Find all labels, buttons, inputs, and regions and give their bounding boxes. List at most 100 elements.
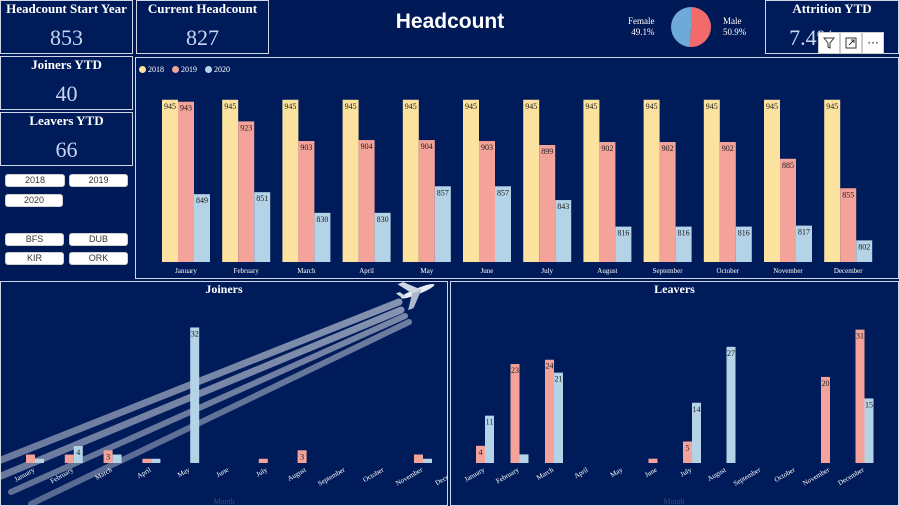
data-label: 945: [826, 102, 838, 111]
bar-2019-june[interactable]: [648, 458, 658, 463]
data-label: 943: [180, 104, 192, 113]
more-options-icon[interactable]: ···: [862, 32, 884, 54]
bar-2019-april[interactable]: [142, 458, 152, 463]
bar-2020-february[interactable]: [254, 192, 271, 262]
kpi-leavers-ytd: Leavers YTD 66: [0, 112, 133, 166]
bar-2018-january[interactable]: [162, 99, 178, 262]
bar-2019-january[interactable]: [26, 454, 35, 463]
bar-2020-september[interactable]: [675, 226, 692, 262]
data-label: 32: [191, 329, 199, 338]
bar-2019-may[interactable]: [418, 140, 435, 262]
bar-2018-august[interactable]: [583, 99, 600, 262]
bar-2020-february[interactable]: [519, 454, 529, 463]
bar-2020-july[interactable]: [555, 200, 572, 262]
pie-slice-male[interactable]: [689, 7, 711, 47]
bar-2019-june[interactable]: [479, 141, 495, 262]
bar-2018-april[interactable]: [342, 99, 359, 262]
bar-2020-april[interactable]: [151, 458, 161, 463]
bar-2019-april[interactable]: [358, 140, 375, 262]
bar-2019-november[interactable]: [821, 376, 830, 463]
legend-item-2018[interactable]: 2018: [139, 65, 164, 74]
bar-2018-february[interactable]: [222, 99, 239, 262]
kpi-title: Current Headcount: [147, 1, 258, 16]
joiners-chart-panel: [0, 281, 448, 506]
bar-2018-june[interactable]: [463, 99, 479, 262]
bar-2020-january[interactable]: [485, 415, 494, 463]
bar-2018-may[interactable]: [402, 99, 419, 262]
bar-2020-august[interactable]: [615, 226, 632, 262]
bar-2020-december[interactable]: [864, 398, 874, 463]
data-label: 855: [842, 190, 854, 199]
bar-2019-march[interactable]: [545, 359, 554, 463]
bar-2019-february[interactable]: [238, 121, 255, 262]
bar-2019-january[interactable]: [476, 445, 485, 463]
kpi-title: Joiners YTD: [31, 57, 102, 72]
slicer-year-2018[interactable]: 2018: [5, 174, 65, 187]
slicer-site-ork[interactable]: ORK: [69, 252, 128, 265]
filter-icon[interactable]: [818, 32, 840, 54]
gender-pie-chart[interactable]: [670, 6, 712, 48]
bar-2019-december[interactable]: [855, 329, 865, 463]
bar-2019-december[interactable]: [840, 188, 857, 262]
bar-2020-january[interactable]: [35, 458, 44, 463]
bar-2020-may[interactable]: [434, 186, 451, 262]
bar-2020-august[interactable]: [726, 346, 736, 463]
slicer-site-kir[interactable]: KIR: [5, 252, 64, 265]
bar-2019-november[interactable]: [414, 454, 423, 463]
bar-2019-march[interactable]: [298, 141, 315, 262]
leavers-chart-title: Leavers: [654, 282, 695, 296]
bar-2020-february[interactable]: [73, 446, 83, 463]
data-label: 945: [646, 102, 658, 111]
bar-2020-july[interactable]: [692, 402, 701, 463]
bar-2019-august[interactable]: [599, 142, 616, 262]
bar-2018-september[interactable]: [643, 99, 660, 262]
data-label: 945: [345, 102, 357, 111]
legend-item-2020[interactable]: 2020: [205, 65, 230, 74]
bar-2020-january[interactable]: [194, 194, 210, 262]
bar-2020-march[interactable]: [554, 372, 563, 463]
data-label: 945: [766, 102, 778, 111]
bar-2019-january[interactable]: [178, 101, 194, 262]
x-tick-label: January: [13, 466, 36, 484]
x-tick-label: December: [834, 267, 863, 275]
bar-2018-november[interactable]: [764, 99, 780, 262]
slicer-site-dub[interactable]: DUB: [69, 233, 128, 246]
bar-2018-october[interactable]: [703, 99, 720, 262]
bar-2019-august[interactable]: [297, 450, 307, 463]
data-label: 945: [224, 102, 236, 111]
bar-2018-july[interactable]: [523, 99, 540, 262]
bar-2018-december[interactable]: [824, 99, 841, 262]
bar-2020-november[interactable]: [423, 458, 432, 463]
data-label: 830: [377, 215, 389, 224]
bar-2020-march[interactable]: [314, 212, 331, 262]
pie-female-pct: 49.1%: [631, 27, 655, 37]
data-label: 903: [481, 143, 493, 152]
page-title: Headcount: [395, 10, 505, 33]
data-label: 817: [798, 228, 810, 237]
bar-2020-june[interactable]: [495, 186, 511, 262]
bar-2019-october[interactable]: [719, 142, 736, 262]
bar-2020-october[interactable]: [735, 226, 752, 262]
bar-2020-april[interactable]: [374, 212, 391, 262]
legend-item-2019[interactable]: 2019: [172, 65, 197, 74]
bar-2019-july[interactable]: [683, 441, 692, 463]
bar-2018-march[interactable]: [282, 99, 299, 262]
bar-2020-may[interactable]: [190, 327, 200, 463]
bar-2019-july[interactable]: [539, 144, 556, 262]
bar-2020-march[interactable]: [112, 454, 122, 463]
bar-2020-november[interactable]: [796, 225, 812, 262]
bar-2020-december[interactable]: [856, 240, 873, 262]
slicer-site-bfs[interactable]: BFS: [5, 233, 64, 246]
bar-2019-july[interactable]: [258, 458, 268, 463]
pie-slice-female[interactable]: [671, 7, 691, 47]
data-label: 11: [486, 418, 494, 427]
slicer-year-2020[interactable]: 2020: [5, 194, 63, 207]
bar-2019-february[interactable]: [64, 454, 74, 463]
bar-2019-march[interactable]: [103, 450, 113, 463]
bar-2019-february[interactable]: [510, 364, 520, 463]
slicer-year-2019[interactable]: 2019: [69, 174, 128, 187]
bar-2019-september[interactable]: [659, 142, 676, 262]
x-tick-label: March: [297, 267, 316, 275]
bar-2019-november[interactable]: [780, 158, 796, 262]
focus-mode-icon[interactable]: [840, 32, 862, 54]
